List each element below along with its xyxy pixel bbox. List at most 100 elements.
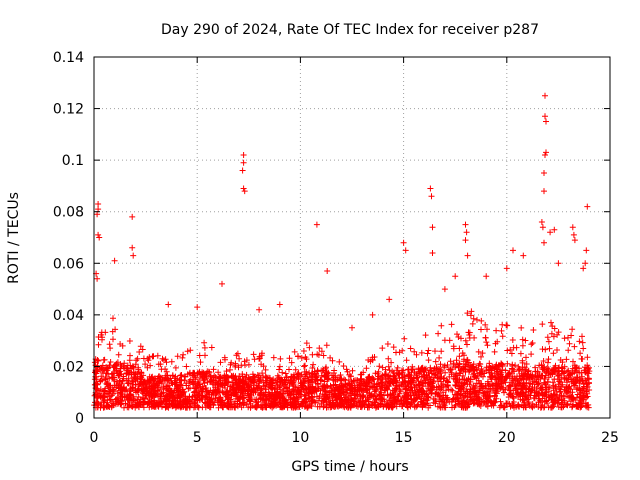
data-point: [208, 344, 215, 351]
data-point: [565, 334, 571, 341]
data-point: [467, 312, 474, 319]
data-points: [91, 92, 593, 411]
data-point: [482, 321, 489, 328]
data-point: [119, 342, 126, 349]
data-point: [137, 343, 144, 350]
data-point: [508, 390, 514, 397]
data-point: [507, 403, 514, 410]
data-point: [222, 356, 228, 363]
data-point: [108, 392, 115, 399]
data-point: [518, 324, 525, 331]
data-point: [262, 373, 269, 380]
data-point: [542, 92, 548, 99]
data-point: [240, 395, 247, 402]
data-point: [455, 398, 462, 405]
data-point: [96, 390, 103, 397]
x-tick-label: 25: [601, 430, 619, 446]
data-point: [318, 367, 325, 374]
data-point: [570, 395, 577, 402]
data-point: [153, 380, 160, 387]
data-point: [437, 368, 444, 375]
data-point: [470, 315, 477, 322]
data-point: [109, 391, 116, 397]
data-point: [178, 377, 185, 384]
data-point: [318, 348, 325, 355]
data-point: [541, 239, 547, 246]
data-point: [543, 397, 550, 404]
data-point: [528, 341, 535, 348]
data-point: [238, 386, 245, 393]
data-point: [542, 152, 548, 158]
data-point: [355, 381, 362, 388]
data-point: [505, 385, 512, 392]
data-point: [484, 326, 490, 333]
data-point: [566, 372, 573, 378]
data-point: [476, 398, 483, 405]
data-point: [125, 404, 132, 411]
data-point: [254, 372, 261, 378]
data-point: [257, 375, 264, 382]
data-point: [393, 349, 399, 356]
data-point: [316, 345, 323, 352]
data-point: [177, 372, 184, 379]
data-point: [342, 377, 349, 384]
data-point: [295, 384, 302, 391]
data-point: [579, 389, 586, 396]
data-point: [543, 368, 550, 375]
data-point: [106, 375, 113, 382]
data-point: [310, 397, 317, 404]
data-point: [256, 306, 263, 313]
data-point: [257, 390, 264, 397]
data-point: [239, 371, 246, 378]
data-point: [478, 365, 485, 372]
data-point: [364, 386, 371, 393]
data-point: [192, 399, 199, 406]
data-point: [420, 380, 427, 387]
data-point: [552, 368, 559, 375]
data-point: [172, 364, 179, 371]
data-point: [420, 402, 427, 408]
data-point: [539, 366, 546, 373]
data-point: [531, 384, 538, 391]
data-point: [423, 388, 430, 394]
data-point: [104, 399, 111, 406]
data-point: [127, 387, 134, 394]
data-point: [564, 390, 571, 397]
data-point: [223, 368, 230, 375]
data-point: [236, 355, 243, 362]
data-point: [354, 387, 361, 394]
data-point: [135, 387, 141, 394]
data-point: [436, 354, 443, 361]
data-point: [462, 337, 469, 344]
data-point: [169, 403, 176, 410]
data-point: [315, 385, 322, 391]
data-point: [150, 382, 157, 389]
data-point: [413, 392, 420, 399]
data-point: [293, 399, 300, 406]
data-point: [565, 367, 572, 374]
data-point: [336, 358, 343, 365]
data-point: [446, 337, 453, 344]
data-point: [428, 389, 434, 396]
data-point: [452, 382, 459, 389]
data-point: [584, 375, 591, 382]
data-point: [378, 379, 385, 386]
data-point: [279, 369, 286, 376]
data-point: [165, 301, 172, 308]
data-point: [100, 403, 107, 410]
data-point: [507, 346, 514, 353]
data-point: [334, 376, 341, 383]
data-point: [464, 252, 471, 259]
data-point: [528, 351, 535, 358]
data-point: [569, 395, 575, 401]
x-tick-label: 5: [193, 430, 202, 446]
data-point: [465, 359, 472, 366]
data-point: [438, 348, 445, 355]
data-point: [95, 357, 102, 364]
data-point: [570, 231, 577, 238]
data-point: [483, 273, 490, 280]
data-point: [209, 399, 216, 406]
data-point: [132, 378, 139, 384]
data-point: [99, 336, 105, 343]
data-point: [567, 371, 574, 378]
